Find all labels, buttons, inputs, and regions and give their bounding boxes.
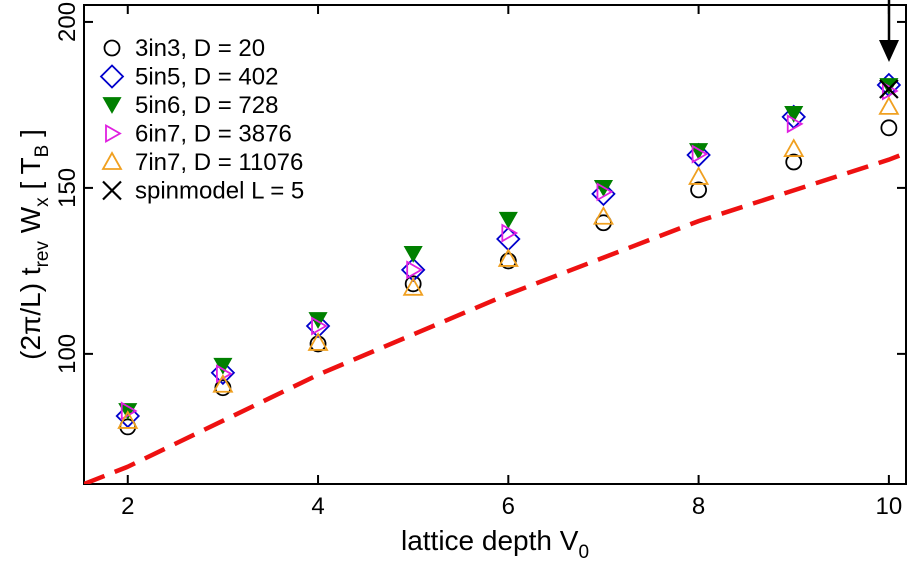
marker xyxy=(117,410,139,429)
marker xyxy=(499,252,517,270)
x-axis-label: lattice depth V0 xyxy=(401,525,589,563)
plot-frame xyxy=(83,4,907,485)
legend-marker xyxy=(105,123,122,144)
y-tick-label: 150 xyxy=(54,168,81,208)
marker xyxy=(786,114,804,134)
marker xyxy=(501,223,519,243)
marker xyxy=(305,313,331,339)
x-tick-label: 4 xyxy=(311,493,324,520)
annotation-arrow-head xyxy=(879,40,899,62)
legend-label: 7in7, D = 11076 xyxy=(135,149,303,176)
legend-label: 3in3, D = 20 xyxy=(135,35,265,62)
marker xyxy=(210,360,236,386)
marker xyxy=(596,182,614,202)
legend-marker xyxy=(103,39,121,57)
marker xyxy=(404,275,422,293)
legend-marker xyxy=(99,64,125,89)
legend-label: 5in5, D = 402 xyxy=(135,64,278,91)
marker xyxy=(403,246,423,263)
legend-marker xyxy=(102,180,122,201)
marker xyxy=(691,144,709,164)
marker xyxy=(406,260,423,280)
y-axis-label-part: rev xyxy=(32,241,53,268)
y-tick-label: 100 xyxy=(54,334,81,374)
y-axis-label-part: ] xyxy=(15,129,46,145)
marker xyxy=(212,373,234,393)
legend-marker xyxy=(102,97,122,114)
y-axis-label-part: W xyxy=(15,206,46,241)
marker xyxy=(592,205,614,225)
y-tick-label: 200 xyxy=(54,2,81,42)
marker xyxy=(498,211,518,229)
x-tick-label: 6 xyxy=(502,493,515,520)
marker xyxy=(880,119,898,137)
fit-line xyxy=(84,150,906,484)
marker xyxy=(686,142,711,168)
marker xyxy=(402,276,424,296)
y-axis-label-part: B xyxy=(32,145,53,158)
marker xyxy=(688,166,710,185)
marker xyxy=(400,257,426,283)
y-axis-label-part: [ T xyxy=(15,157,46,197)
marker xyxy=(784,105,804,123)
marker xyxy=(591,181,616,207)
x-tick-label: 2 xyxy=(121,493,134,520)
x-tick-label: 10 xyxy=(876,493,903,520)
x-axis-label-part: lattice depth V xyxy=(401,525,579,556)
legend-label: 5in6, D = 728 xyxy=(135,92,278,119)
marker xyxy=(307,332,329,351)
marker xyxy=(879,79,899,99)
marker xyxy=(878,96,900,115)
y-axis-label: (2π/L) trev Wx [ TB ] xyxy=(15,129,53,360)
x-axis-label-part: 0 xyxy=(578,542,589,563)
marker xyxy=(690,181,707,199)
marker xyxy=(311,316,328,336)
marker xyxy=(496,226,521,252)
legend-label: 6in7, D = 3876 xyxy=(135,121,292,148)
legend-label: spinmodel L = 5 xyxy=(135,178,304,205)
x-tick-label: 8 xyxy=(692,493,705,520)
marker xyxy=(214,379,232,397)
y-axis-label-part: (2π/L) t xyxy=(15,267,46,360)
marker xyxy=(783,138,805,157)
marker xyxy=(497,248,519,267)
marker xyxy=(213,357,233,375)
y-axis-label-part: x xyxy=(32,197,53,207)
marker xyxy=(785,153,803,171)
legend-marker xyxy=(101,151,123,170)
